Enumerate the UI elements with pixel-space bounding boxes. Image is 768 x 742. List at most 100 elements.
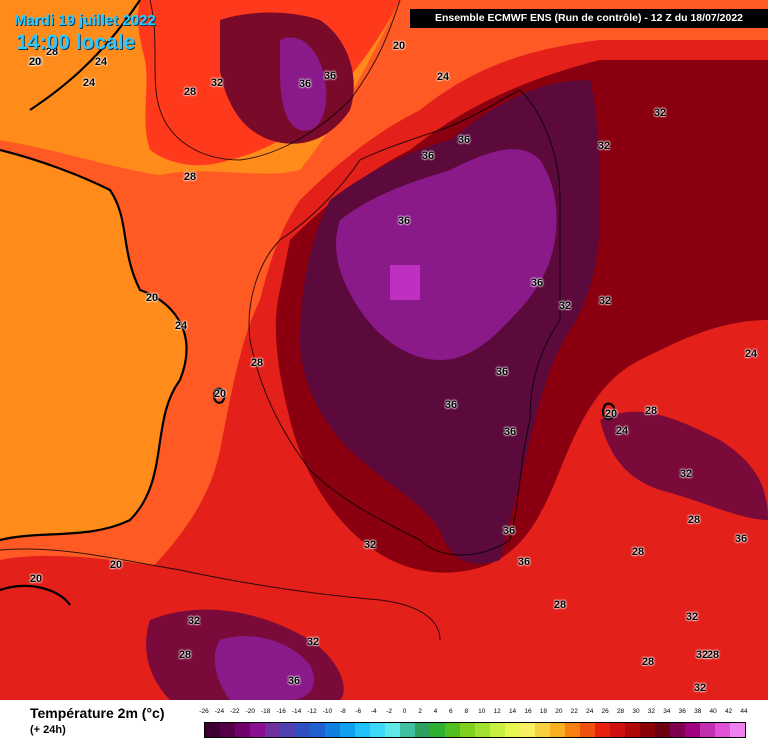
isotherm-label: 20	[145, 292, 159, 304]
legend-swatch	[700, 723, 715, 737]
legend-tick-label: 4	[433, 708, 438, 715]
legend-tick-label: 16	[524, 708, 532, 715]
legend-swatch	[610, 723, 625, 737]
isotherm-label: 36	[502, 525, 516, 537]
isotherm-label: 24	[82, 77, 96, 89]
temperature-field	[0, 0, 768, 700]
uk-peak	[280, 37, 327, 131]
legend-tick-label: -22	[230, 708, 240, 715]
legend-tick-label: 18	[539, 708, 548, 715]
legend-tick-label: 42	[724, 708, 733, 715]
isotherm-label: 36	[495, 366, 509, 378]
legend-tick-label: 26	[601, 708, 609, 715]
isotherm-label: 36	[503, 426, 517, 438]
isotherm-label: 32	[685, 611, 699, 623]
isotherm-label: 28	[553, 599, 567, 611]
uk-coast	[149, 0, 401, 161]
legend-tick-label: -18	[261, 708, 271, 715]
legend-swatch	[715, 723, 730, 737]
isotherm-label: 28	[706, 649, 720, 661]
legend-tick-label: 40	[709, 708, 717, 715]
legend-tick-label: 0	[402, 708, 407, 715]
isotherm-label: 20	[29, 56, 43, 68]
legend-tick-label: -6	[355, 708, 362, 715]
isotherm-label: 36	[421, 150, 435, 162]
isotherm-label: 28	[250, 357, 264, 369]
legend-swatch	[460, 723, 475, 737]
legend-swatch	[355, 723, 370, 737]
legend-tick-label: 38	[694, 708, 702, 715]
legend-swatch	[370, 723, 385, 737]
legend-swatch	[505, 723, 520, 737]
legend-swatch	[475, 723, 490, 737]
isotherm-label: 28	[178, 649, 192, 661]
isotherm-label: 36	[397, 215, 411, 227]
isotherm-label: 32	[653, 107, 667, 119]
isotherm-label: 36	[457, 134, 471, 146]
isotherm-label: 32	[306, 636, 320, 648]
isotherm-label: 32	[693, 682, 707, 694]
legend-swatch	[415, 723, 430, 737]
legend-tick-label: -14	[291, 708, 302, 715]
legend-swatch	[625, 723, 640, 737]
legend-tick-label: 20	[555, 708, 563, 715]
isotherm-20-corsica	[602, 402, 616, 421]
model-banner: Ensemble ECMWF ENS (Run de contrôle) - 1…	[410, 9, 768, 28]
isotherm-label: 32	[695, 649, 709, 661]
isotherm-label: 20	[28, 56, 42, 68]
france-peak	[336, 149, 557, 360]
borders	[0, 0, 561, 641]
isotherm-label: 36	[287, 675, 301, 687]
legend-tick-label: -16	[276, 708, 286, 715]
legend-tick-label: 34	[663, 708, 671, 715]
legend-swatch	[430, 723, 445, 737]
legend-swatch	[280, 723, 295, 737]
legend-color-scale	[204, 722, 746, 738]
legend-swatch	[730, 723, 745, 737]
legend-swatch	[685, 723, 700, 737]
legend-swatch	[205, 723, 220, 737]
legend-tick-label: 6	[449, 708, 453, 715]
legend-ticks: -26 -24 -22 -20 -18 -16 -14 -12 -10 -8 -6 -4 -2 0 2 4 6 8…	[199, 708, 748, 720]
legend-swatch	[520, 723, 535, 737]
france-border	[248, 89, 561, 556]
temperature-map: 20 28 24 24 20 32 36 36 20 24 28 28 32 32 36 36 36 20 24 28…	[0, 0, 768, 700]
isotherm-label: 24	[615, 425, 629, 437]
legend-tick-label: 14	[508, 708, 517, 715]
legend-tick-label: 2	[418, 708, 422, 715]
isotherm-label: 32	[598, 295, 612, 307]
legend-tick-label: 44	[740, 708, 748, 715]
iberia-coast	[0, 548, 441, 641]
time-label: 14:00 locale	[16, 31, 136, 54]
legend-tick-label: 28	[616, 708, 625, 715]
legend-swatch	[565, 723, 580, 737]
legend-tick-label: -8	[339, 708, 346, 715]
legend-swatch	[580, 723, 595, 737]
isotherm-label: 20	[392, 40, 406, 52]
isotherm-20-uk	[29, 0, 141, 111]
legend-swatch	[385, 723, 400, 737]
isotherm-label: 36	[530, 277, 544, 289]
legend-tick-label: -2	[386, 708, 393, 715]
isotherm-20-west	[0, 148, 188, 542]
isotherm-20-spain	[0, 584, 71, 606]
isotherm-label: 20	[213, 388, 227, 400]
isotherm-label: 28	[644, 405, 658, 417]
legend-tick-label: -24	[214, 708, 225, 715]
italy-hot	[600, 411, 768, 520]
legend-tick-label: -12	[307, 708, 317, 715]
legend-swatch	[670, 723, 685, 737]
legend-subtitle: (+ 24h)	[30, 724, 66, 736]
isotherm-label: 28	[641, 656, 655, 668]
isotherm-label: 36	[734, 533, 748, 545]
legend-swatch	[550, 723, 565, 737]
isotherm-label: 20	[604, 408, 618, 420]
south-peak	[214, 636, 314, 700]
legend-tick-label: 8	[464, 708, 469, 715]
legend-swatch	[595, 723, 610, 737]
isotherm-label: 32	[187, 615, 201, 627]
isotherm-label: 24	[174, 320, 188, 332]
legend-tick-label: 30	[632, 708, 640, 715]
isotherm-label: 28	[687, 514, 701, 526]
isotherm-label: 20	[29, 573, 43, 585]
